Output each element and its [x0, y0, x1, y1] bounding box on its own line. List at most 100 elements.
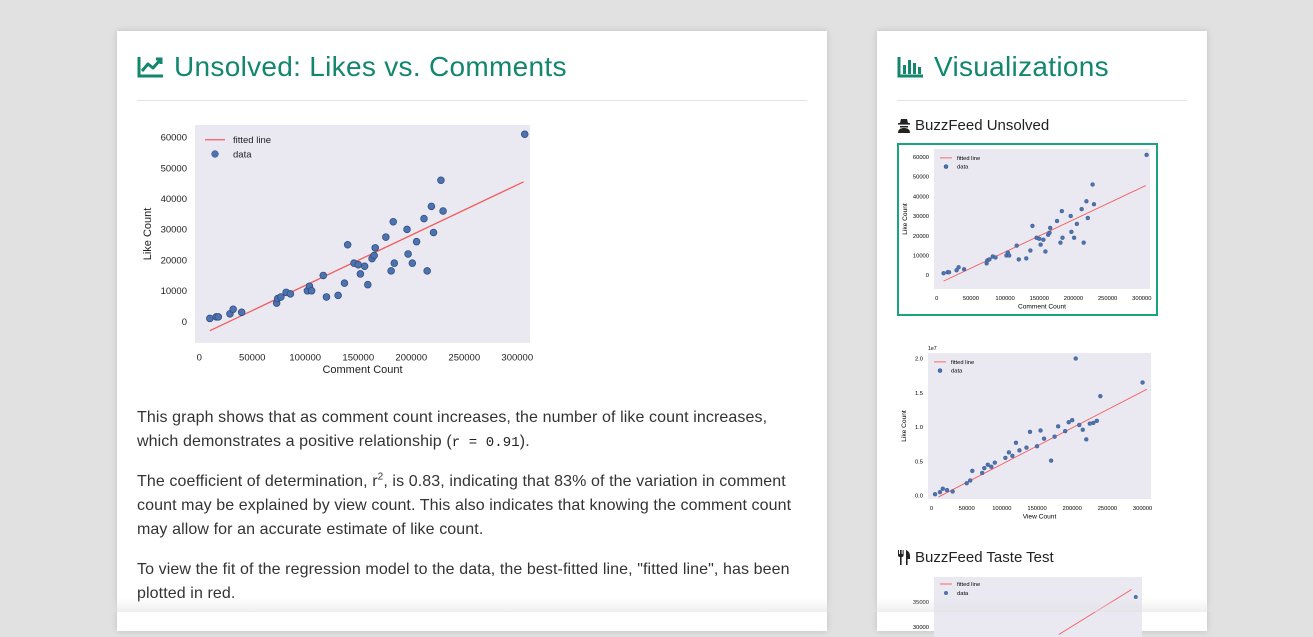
data-point [937, 489, 943, 495]
data-point [961, 267, 967, 272]
y-tick-label: 40000 [161, 194, 187, 205]
data-point [356, 270, 365, 278]
y-tick-label: 30000 [913, 625, 929, 631]
section-label-text: BuzzFeed Unsolved [915, 117, 1050, 134]
data-point [1014, 243, 1019, 248]
data-point [382, 233, 390, 241]
data-point [1041, 436, 1047, 441]
data-point [941, 271, 946, 276]
x-axis-label: View Count [1023, 514, 1057, 521]
data-point [1087, 421, 1092, 426]
data-point [1055, 424, 1061, 429]
data-point [1084, 199, 1089, 204]
data-point [319, 271, 328, 280]
y-tick-label: 50000 [913, 175, 929, 181]
data-point [1133, 595, 1138, 599]
data-point [1070, 418, 1075, 423]
data-point [1034, 444, 1040, 449]
data-point [371, 244, 379, 252]
x-tick-label: 200000 [1064, 296, 1083, 302]
legend-point-swatch [943, 164, 949, 169]
y-axis-label: Like Count [142, 208, 154, 261]
main-card: Unsolved: Likes vs. Comments 0 10000 20000… [117, 31, 827, 631]
data-point [1098, 394, 1103, 399]
data-point [1024, 445, 1029, 450]
thumbnail-likes-vs-comments[interactable]: 0 10000 20000 30000 40000 50000 60000 0 50000 100… [897, 143, 1158, 316]
legend-label: fitted line [233, 135, 271, 146]
data-point [429, 228, 438, 237]
data-point [354, 260, 363, 269]
data-point [1091, 202, 1097, 207]
paragraph-relationship: This graph shows that as comment count i… [137, 409, 768, 451]
data-point [1016, 257, 1021, 262]
thumbnail-likes-vs-views[interactable]: 0.0 0.5 1.0 1.5 2.0 0 50000 100000 150000 200000 2… [897, 343, 1158, 523]
y-tick-label: 30000 [161, 225, 187, 236]
y-tick-label: 30000 [913, 214, 929, 220]
data-point [427, 202, 436, 211]
data-point [1048, 225, 1053, 231]
legend-label: data [957, 591, 969, 597]
data-point [1043, 249, 1048, 254]
paragraph-fitted-line: To view the fit of the regression model … [137, 561, 790, 602]
y-tick-label: 20000 [161, 255, 187, 266]
data-point [364, 280, 372, 289]
y-tick-label: 0 [926, 273, 929, 279]
y-tick-label: 20000 [913, 234, 929, 240]
fitted-line [943, 185, 1147, 282]
sidebar-divider [897, 100, 1187, 101]
legend-label: data [951, 369, 963, 375]
data-point [1077, 422, 1082, 428]
data-point [944, 487, 950, 493]
x-tick-label: 0 [930, 506, 933, 512]
y-axis-label: Like Count [902, 203, 909, 235]
x-tick-label: 100000 [289, 353, 321, 364]
data-point [1054, 218, 1060, 224]
data-point [206, 314, 214, 323]
data-point [1084, 437, 1089, 442]
y-tick-label: 60000 [161, 133, 187, 144]
data-point [1071, 235, 1077, 240]
data-point [1006, 450, 1012, 455]
plot-area [195, 125, 530, 343]
data-point [1085, 215, 1090, 221]
data-point [982, 466, 987, 471]
data-point [985, 462, 990, 467]
legend-label: fitted line [957, 156, 980, 162]
data-point [1144, 152, 1149, 158]
data-point [1024, 256, 1029, 261]
legend-label: fitted line [951, 360, 974, 366]
x-axis-label: Comment Count [322, 364, 402, 376]
x-tick-label: 300000 [1133, 506, 1152, 512]
plot-area [928, 353, 1151, 499]
data-point [1081, 240, 1086, 245]
data-point [389, 217, 397, 226]
data-point [1074, 221, 1080, 227]
data-point [1052, 434, 1057, 439]
data-point [956, 265, 961, 270]
data-point [1013, 440, 1019, 445]
data-point [1059, 208, 1064, 214]
data-point [1068, 213, 1073, 219]
y-tick-label: 0 [182, 317, 187, 328]
data-point [1091, 420, 1096, 426]
sidebar-header: Visualizations [897, 51, 1109, 83]
data-point [1030, 223, 1035, 229]
y-tick-label: 1.5 [915, 391, 923, 397]
data-point [412, 237, 421, 246]
fitted-line [938, 388, 1147, 498]
data-point [387, 267, 395, 275]
data-point [340, 279, 349, 287]
x-tick-label: 100000 [995, 296, 1014, 302]
legend-point-swatch [944, 591, 948, 595]
data-point [1063, 428, 1068, 434]
data-point [1048, 458, 1054, 463]
thumbnail-taste-test[interactable]: 30000 35000 fitted line data [897, 577, 1158, 637]
data-point [404, 250, 412, 258]
data-point [1073, 356, 1078, 361]
scale-multiplier-label: 1e7 [928, 346, 937, 352]
visualizations-card: Visualizations BuzzFeed Unsolved 0 10000 2… [877, 31, 1207, 637]
data-point [1080, 427, 1085, 432]
section-label-unsolved: BuzzFeed Unsolved [897, 117, 1049, 134]
data-point [989, 464, 994, 469]
data-point [1140, 380, 1145, 385]
